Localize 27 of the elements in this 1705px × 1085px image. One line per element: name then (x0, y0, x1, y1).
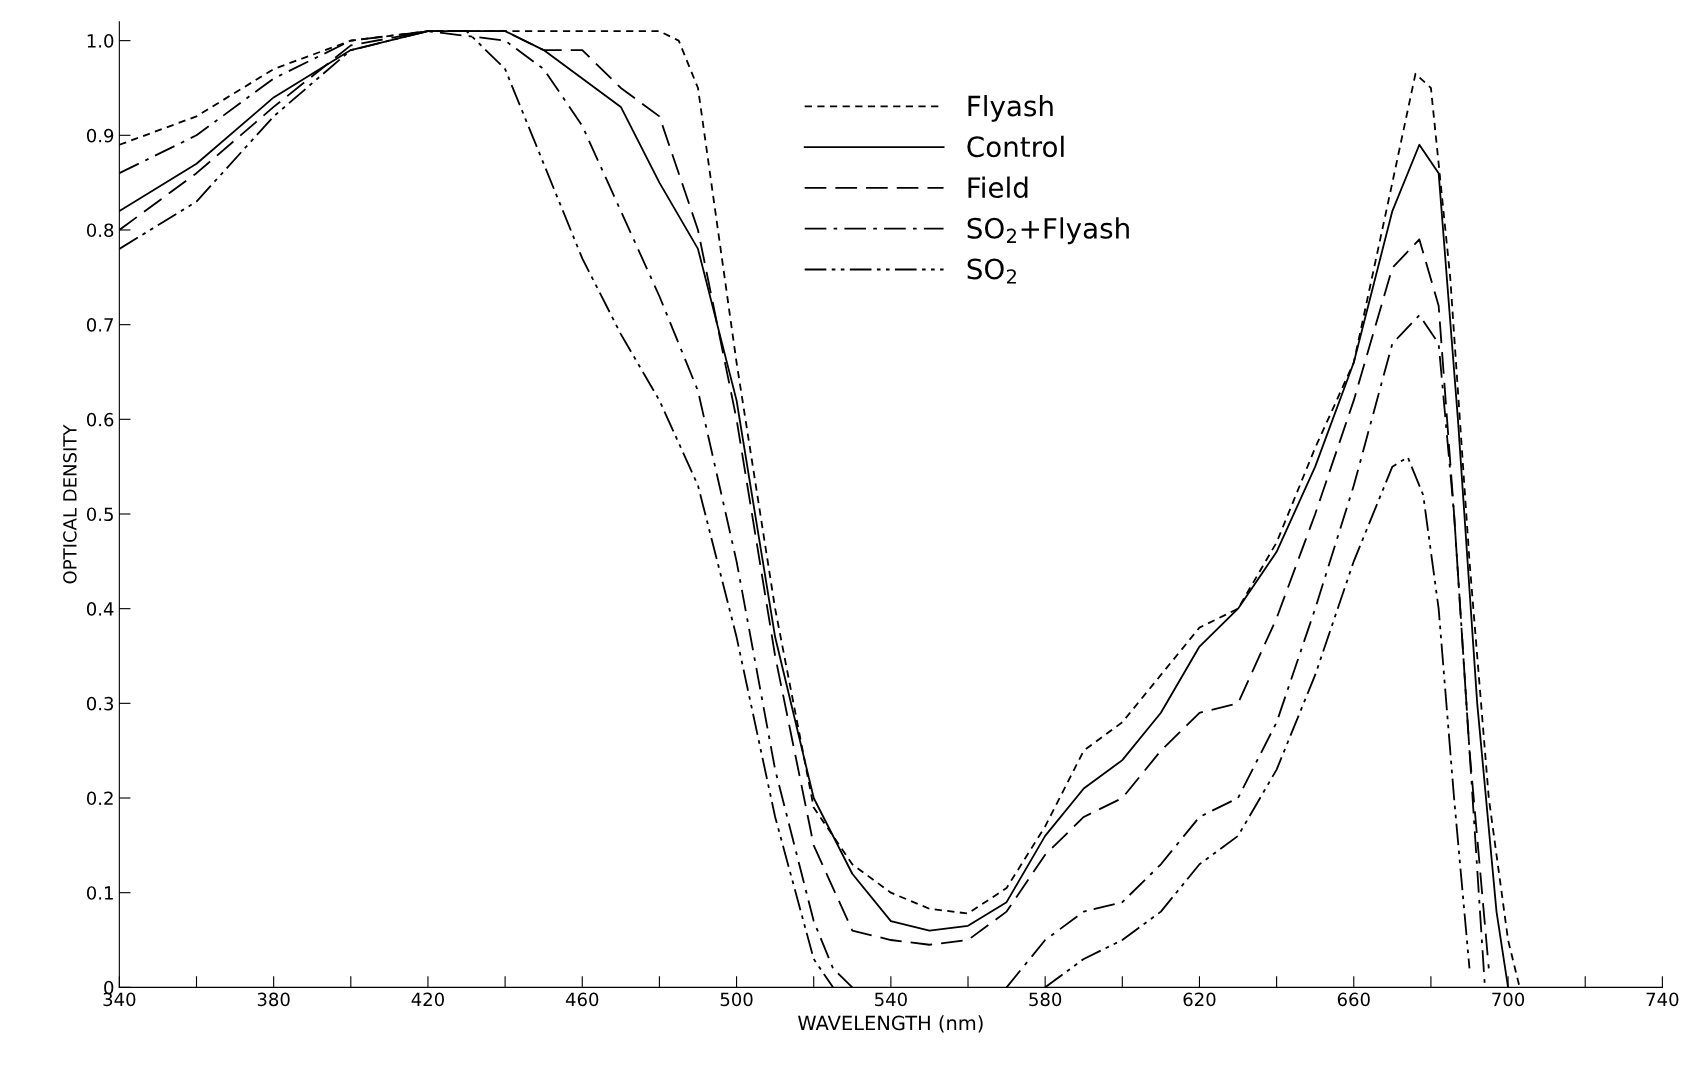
x-tick-label: 500 (720, 992, 753, 1007)
y-tick-label: 0.9 (86, 128, 114, 143)
x-tick-label: 540 (875, 992, 907, 1007)
x-tick-label: 740 (1646, 992, 1679, 1007)
x-tick-label: 580 (1029, 992, 1062, 1007)
y-tick-label: 0.5 (86, 507, 113, 522)
y-tick-label: 0.8 (86, 223, 114, 238)
x-axis-title: WAVELENGTH (nm) (798, 1015, 983, 1033)
y-tick-label: 0.6 (86, 412, 114, 427)
x-tick-label: 620 (1183, 992, 1216, 1007)
legend-label: SO$_{2}$+Flyash (967, 217, 1129, 245)
y-tick-label: 0.1 (86, 886, 113, 900)
x-tick-label: 380 (257, 992, 290, 1007)
y-tick-label: 0.4 (86, 602, 114, 616)
x-tick-label: 660 (1337, 992, 1370, 1007)
x-tick-label: 700 (1492, 992, 1525, 1007)
y-tick-label: 1.0 (87, 34, 114, 48)
y-tick-label: 0.7 (86, 318, 113, 332)
x-tick-label: 460 (565, 992, 599, 1007)
legend-label: Field (968, 176, 1028, 199)
y-tick-label: 0.3 (86, 696, 114, 711)
x-tick-label: 420 (411, 992, 444, 1007)
legend-label: SO$_{2}$ (967, 258, 1016, 284)
y-tick-label: 0.2 (86, 791, 113, 806)
legend-label: Control (967, 135, 1064, 158)
y-axis-title: OPTICAL DENSITY (63, 424, 77, 584)
legend-label: Flyash (968, 94, 1053, 122)
